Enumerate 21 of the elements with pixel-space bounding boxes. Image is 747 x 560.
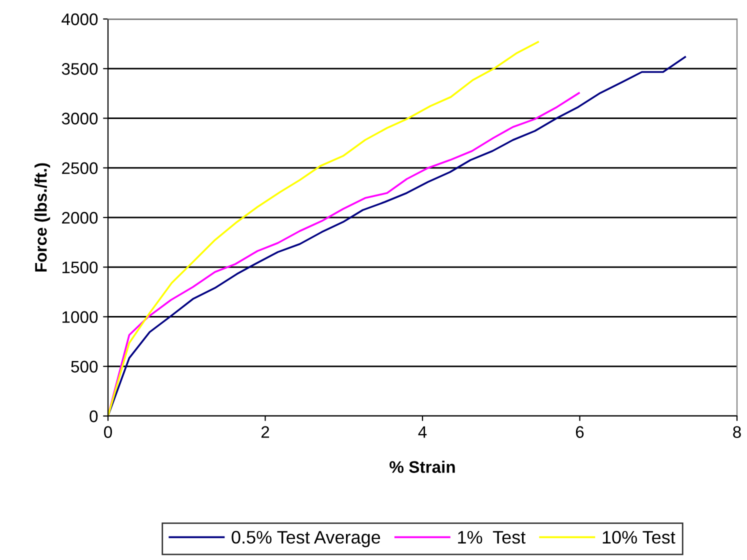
y-tick-label: 1000 [62, 311, 98, 323]
y-tick-label: 3500 [62, 63, 98, 75]
line-series [108, 56, 686, 416]
x-tick-label: 6 [576, 426, 584, 438]
x-tick-label: 8 [733, 426, 741, 438]
y-tick-label: 0 [90, 410, 98, 422]
legend-label: 0.5% Test Average [232, 530, 380, 548]
legend-label: 1% Test [458, 530, 526, 544]
y-tick-label: 500 [71, 360, 98, 373]
x-tick-label: 0 [104, 426, 112, 438]
y-tick-label: 2500 [62, 162, 98, 174]
line-series [108, 41, 539, 416]
y-tick-label: 4000 [62, 13, 98, 26]
y-tick-label: 2000 [62, 212, 98, 224]
x-tick-label: 4 [418, 426, 427, 438]
y-axis-title: Force (lbs./ft.) [34, 163, 50, 272]
legend-label: 10% Test [602, 530, 676, 544]
x-axis-title: % Strain [390, 460, 455, 473]
y-tick-label: 1500 [62, 262, 98, 274]
y-tick-label: 3000 [62, 112, 98, 124]
x-tick-label: 2 [261, 426, 270, 438]
